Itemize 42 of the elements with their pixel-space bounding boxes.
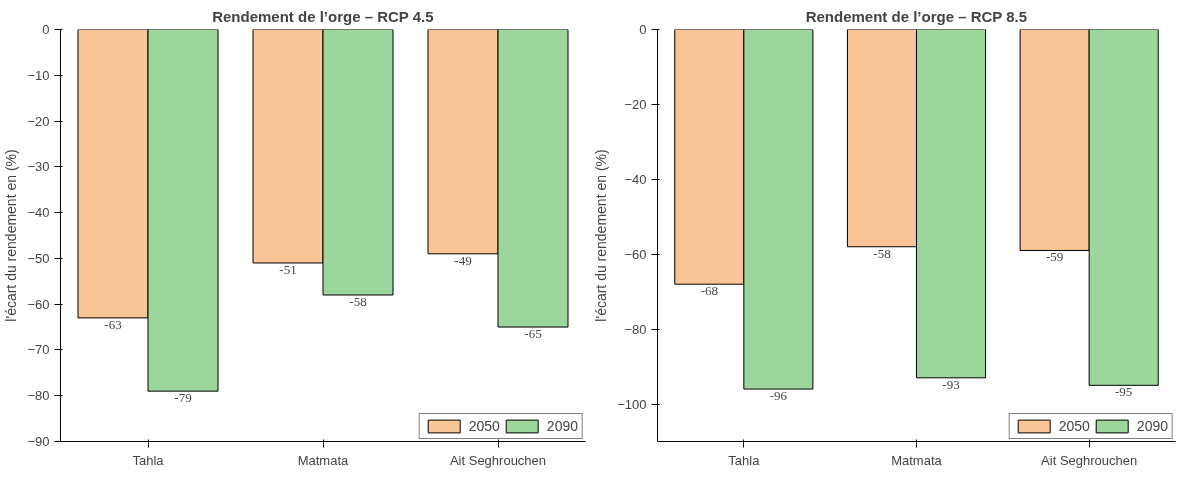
- legend-label: 2090: [546, 418, 578, 434]
- data-label: -65: [524, 326, 542, 342]
- x-tick-label: Matmata: [297, 452, 350, 468]
- x-tick-label: Ait Seghrouchen: [449, 452, 547, 468]
- y-tick-label: −40: [624, 171, 647, 187]
- data-label: -79: [174, 390, 192, 406]
- y-tick-label: −80: [27, 388, 50, 404]
- data-label: -58: [873, 245, 891, 261]
- y-tick-label: −30: [27, 159, 50, 175]
- data-label: -96: [769, 388, 788, 404]
- y-tick-label: −60: [27, 296, 50, 312]
- legend-label: 2090: [1136, 418, 1168, 434]
- legend-label: 2050: [468, 418, 500, 434]
- y-tick-label: −90: [27, 434, 50, 449]
- y-tick-label: −50: [27, 250, 50, 266]
- data-label: -63: [104, 316, 122, 332]
- x-tick-label: Ait Seghrouchen: [1041, 452, 1138, 468]
- y-tick-label: −80: [624, 321, 647, 337]
- data-label: -95: [1115, 384, 1133, 400]
- data-label: -58: [349, 294, 367, 310]
- y-tick-label: −20: [27, 113, 50, 129]
- data-label: -49: [454, 252, 472, 268]
- y-tick-label: −40: [27, 205, 50, 221]
- y-tick-label: 0: [42, 22, 50, 37]
- y-tick-label: 0: [639, 22, 647, 37]
- data-label: -68: [700, 283, 718, 299]
- x-tick-label: Tahla: [132, 452, 165, 468]
- y-tick-label: −10: [27, 67, 50, 83]
- data-label: -93: [942, 376, 960, 392]
- y-axis-title: l'écart du rendement en (%): [3, 149, 20, 322]
- y-tick-label: −60: [624, 246, 647, 262]
- y-tick-label: −70: [27, 342, 50, 358]
- chart-title: Rendement de l’orge – RCP 4.5: [212, 7, 434, 25]
- y-tick-label: −20: [624, 96, 647, 112]
- x-tick-label: Matmata: [891, 452, 943, 468]
- legend-label: 2050: [1058, 418, 1090, 434]
- y-axis-title: l'écart du rendement en (%): [593, 149, 610, 322]
- y-tick-label: −100: [617, 396, 647, 412]
- x-tick-label: Tahla: [728, 452, 761, 468]
- chart-title: Rendement de l’orge – RCP 8.5: [805, 7, 1028, 25]
- data-label: -59: [1045, 249, 1064, 265]
- data-label: -51: [279, 261, 297, 277]
